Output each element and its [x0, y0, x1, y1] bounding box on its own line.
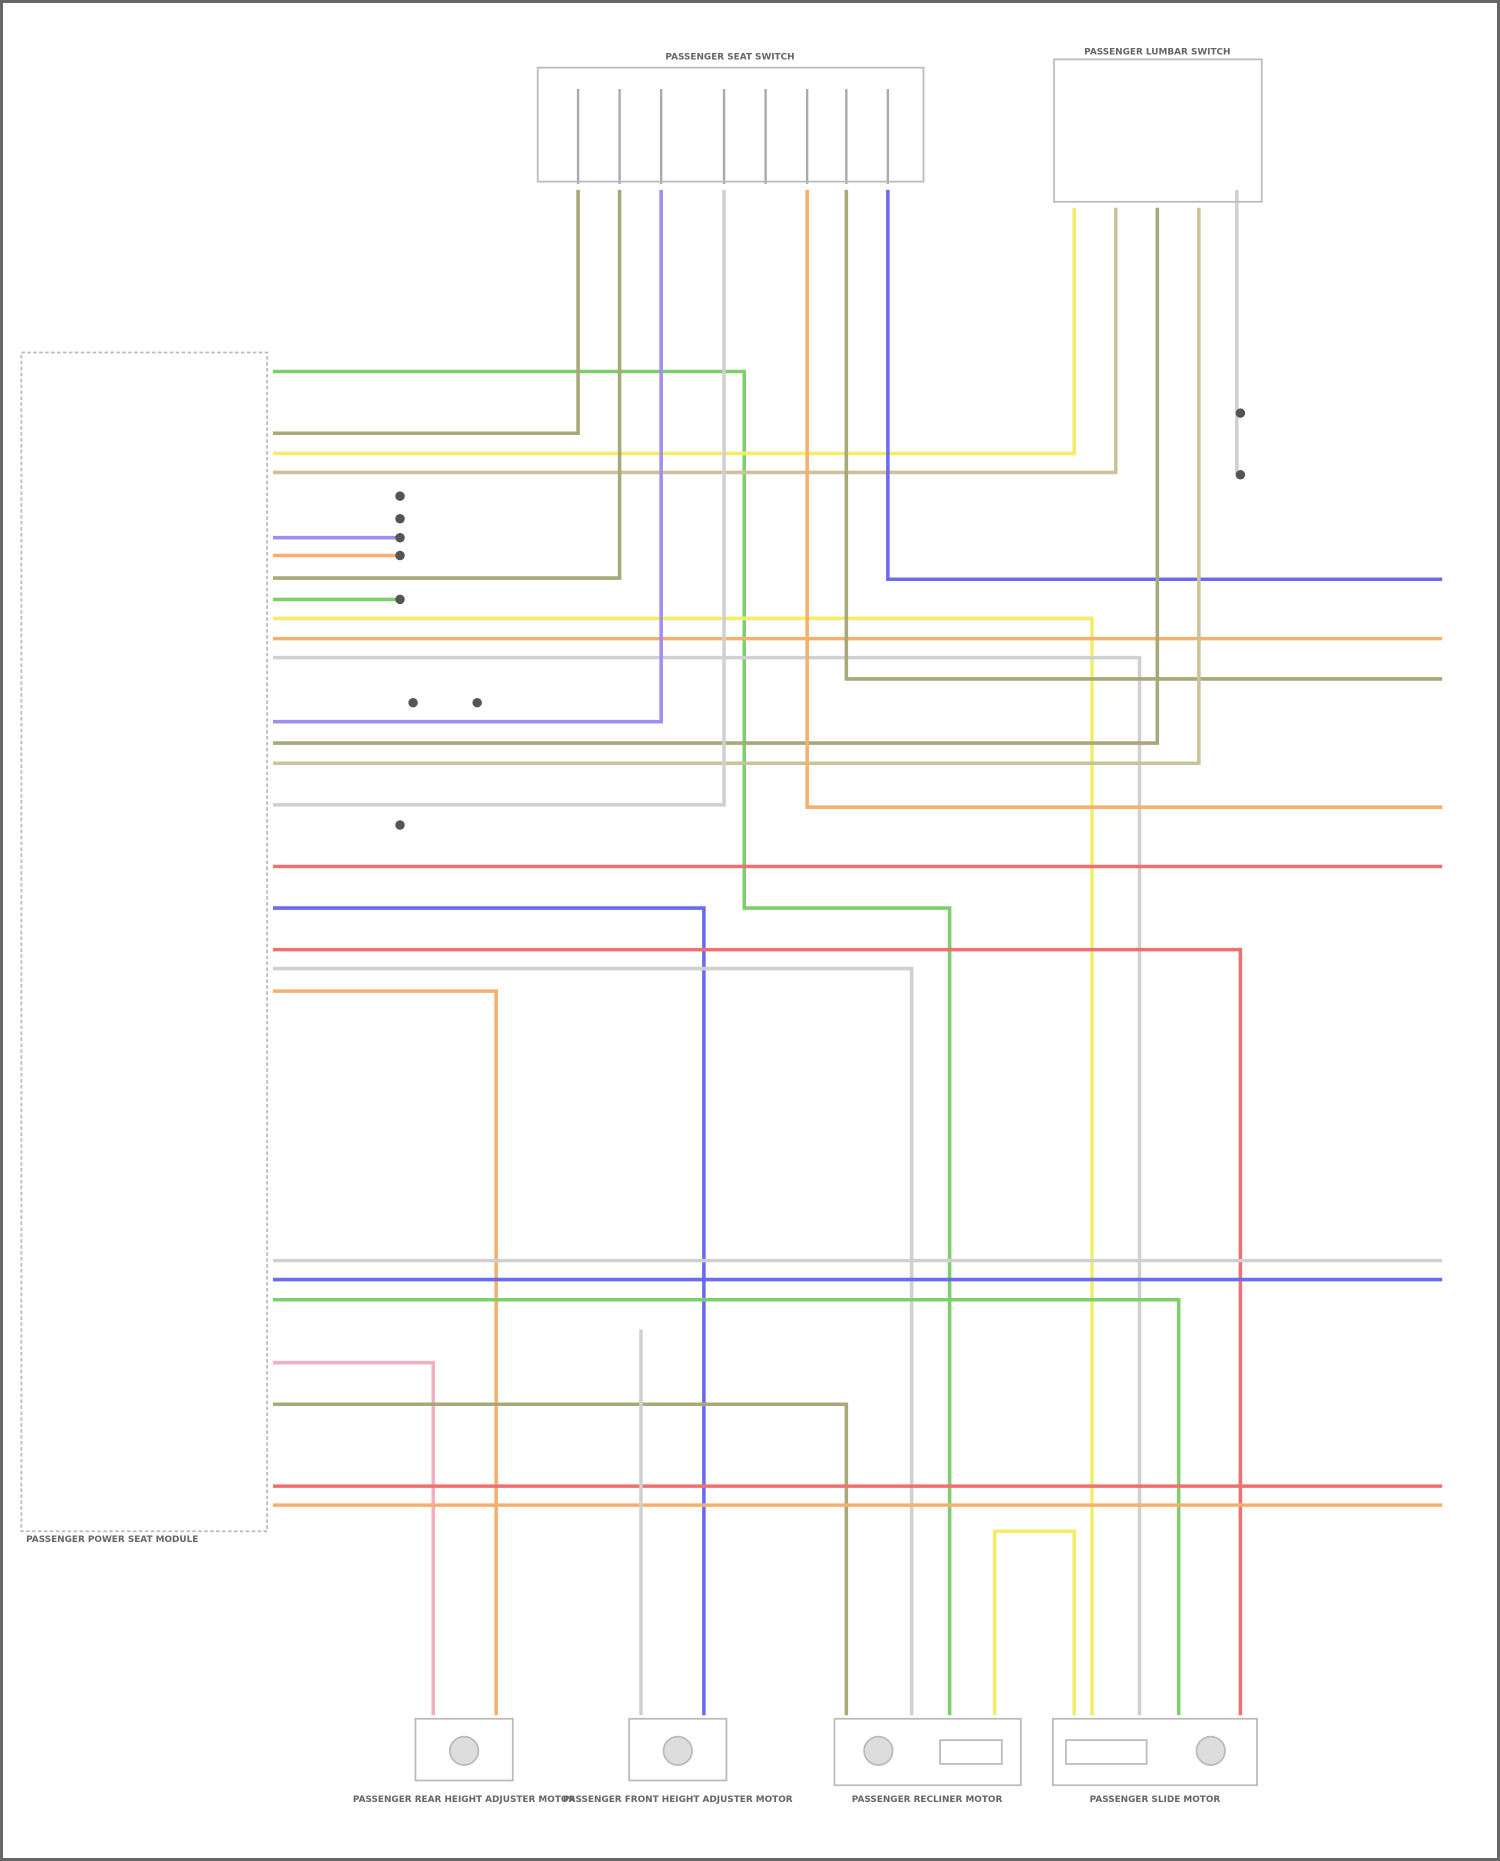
splice-dot [395, 532, 405, 543]
wire-blue [886, 189, 1443, 582]
splice-dot [1235, 470, 1246, 480]
motor-icon [863, 1735, 894, 1766]
wire-tan [273, 207, 1201, 766]
wire-gray [273, 655, 1142, 1716]
motor-icon [662, 1735, 693, 1766]
recliner-motor-title: PASSENGER RECLINER MOTOR [852, 1795, 1003, 1805]
motor-icon [448, 1735, 480, 1766]
splice-dot [395, 491, 405, 501]
wire-purple [273, 189, 663, 724]
recliner-motor-box [833, 1717, 1022, 1787]
wire-tan [273, 207, 1118, 475]
splice-dot [395, 820, 405, 830]
wire-gray [273, 966, 914, 1716]
wire-green [273, 1297, 1181, 1716]
wire-yellow [273, 616, 1094, 1716]
rear-height-motor-title: PASSENGER REAR HEIGHT ADJUSTER MOTOR [353, 1795, 576, 1805]
front-height-motor-title: PASSENGER FRONT HEIGHT ADJUSTER MOTOR [563, 1795, 793, 1805]
motor-icon [1195, 1735, 1226, 1766]
wire-olive [273, 189, 580, 436]
recliner-sensor [939, 1739, 1003, 1765]
splice-dot [1235, 408, 1246, 418]
splice-dot [472, 697, 482, 708]
wire-yellow [273, 207, 1077, 456]
wire-blue [273, 906, 706, 1716]
splice-dot [395, 513, 405, 524]
wire-pink [273, 1360, 436, 1716]
wire-olive [273, 189, 622, 580]
lumbar-switch-title: PASSENGER LUMBAR SWITCH [1084, 48, 1230, 58]
power-seat-module-box [20, 351, 268, 1533]
lumbar-switch-box [1053, 58, 1263, 203]
wire-yellow [992, 1529, 1077, 1716]
wire-olive [273, 207, 1160, 745]
splice-dot [395, 594, 405, 605]
components [20, 58, 1263, 1787]
slide-sensor [1065, 1739, 1148, 1765]
module-title: PASSENGER POWER SEAT MODULE [26, 1535, 198, 1545]
rear-height-motor-box [414, 1717, 514, 1782]
slide-motor-box [1051, 1717, 1258, 1787]
front-height-motor-box [628, 1717, 728, 1782]
seat-switch-title: PASSENGER SEAT SWITCH [665, 52, 794, 62]
wire-orange [805, 189, 1443, 809]
wire-olive [273, 1402, 849, 1716]
wire-gray [273, 189, 726, 807]
wire-red [273, 947, 1243, 1716]
wire-olive [844, 189, 1443, 681]
splice-dot [395, 550, 405, 561]
slide-motor-title: PASSENGER SLIDE MOTOR [1090, 1795, 1221, 1805]
wire-green [273, 369, 952, 1716]
seat-switch-box [536, 66, 925, 183]
splice-dot [408, 697, 418, 708]
wire-orange [273, 989, 498, 1716]
wires [273, 89, 1443, 1716]
